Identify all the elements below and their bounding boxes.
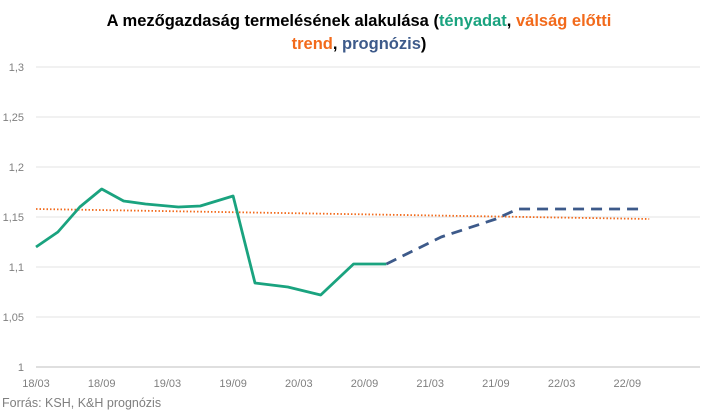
series-line-trend xyxy=(35,208,650,220)
title-part: , xyxy=(506,12,516,30)
series-line-forecast xyxy=(385,207,639,266)
y-tick-label: 1,1 xyxy=(9,262,24,274)
series-lines xyxy=(35,187,650,297)
y-tick-label: 1,25 xyxy=(3,112,24,124)
x-tick-label: 20/09 xyxy=(351,378,379,390)
x-tick-label: 22/09 xyxy=(614,378,642,390)
x-axis: 18/03 18/09 19/03 19/09 20/03 20/09 21/03 21/09… xyxy=(22,378,641,390)
chart-title: A mezőgazdaság termelésének alakulása (t… xyxy=(0,10,718,56)
x-tick-label: 19/03 xyxy=(154,378,182,390)
title-part: tényadat xyxy=(438,12,507,30)
y-tick-label: 1,3 xyxy=(9,62,24,74)
y-tick-label: 1 xyxy=(18,362,24,374)
title-part: válság előtti xyxy=(515,12,612,30)
y-tick-label: 1,15 xyxy=(3,212,24,224)
grid-lines xyxy=(36,66,700,368)
title-part: , xyxy=(332,35,343,53)
series-line-actual xyxy=(35,187,387,297)
x-tick-label: 21/09 xyxy=(482,378,510,390)
x-tick-label: 22/03 xyxy=(548,378,576,390)
y-tick-label: 1,2 xyxy=(9,162,24,174)
x-tick-label: 18/03 xyxy=(22,378,50,390)
title-part: A mezőgazdaság termelésének alakulása ( xyxy=(106,12,439,30)
title-part: ) xyxy=(420,35,427,53)
y-axis: 1 1,05 1,1 1,15 1,2 1,25 1,3 xyxy=(3,62,24,374)
source-note: Forrás: KSH, K&H prognózis xyxy=(2,396,162,410)
title-part: trend xyxy=(291,35,333,53)
x-tick-label: 20/03 xyxy=(285,378,313,390)
x-tick-label: 21/03 xyxy=(416,378,444,390)
y-tick-label: 1,05 xyxy=(3,312,24,324)
x-tick-label: 19/09 xyxy=(219,378,247,390)
title-part: prognózis xyxy=(342,35,421,53)
x-tick-label: 18/09 xyxy=(88,378,116,390)
